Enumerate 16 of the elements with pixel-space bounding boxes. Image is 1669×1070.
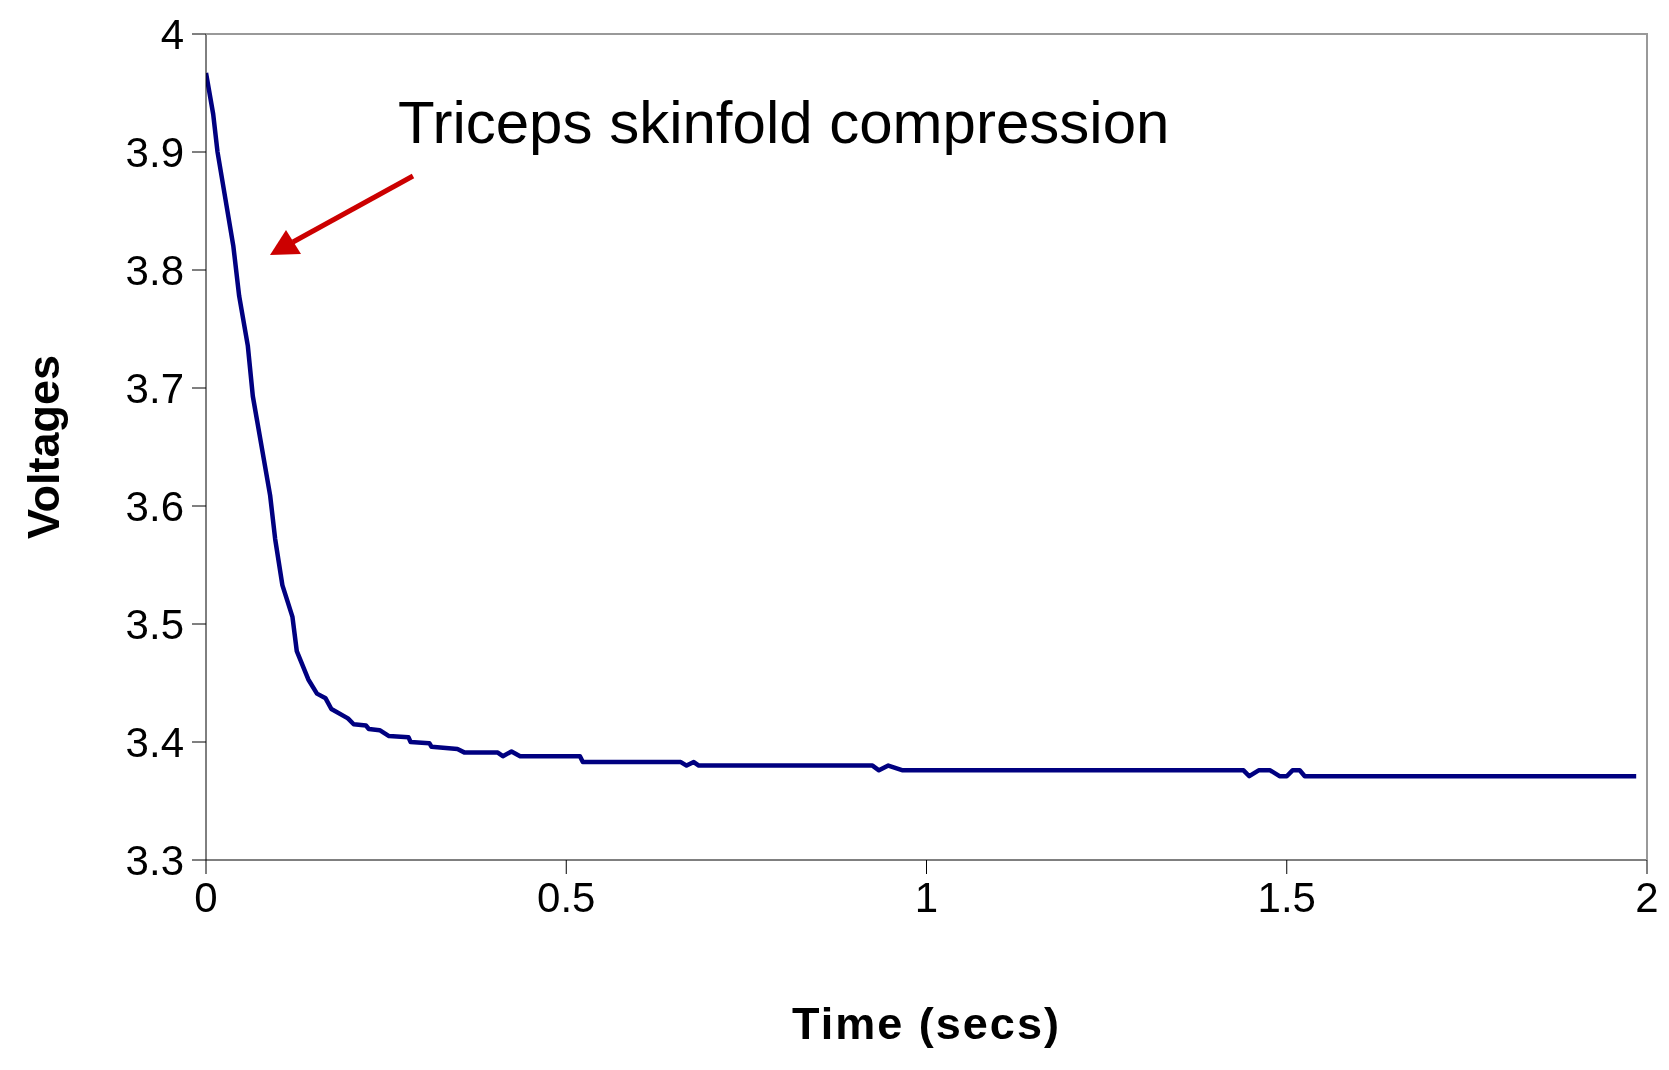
y-tick-label: 3.9 — [125, 128, 184, 176]
x-tick-label: 0 — [194, 873, 218, 921]
y-tick-label: 3.5 — [125, 600, 184, 648]
y-tick-label: 3.6 — [125, 482, 184, 530]
y-tick-label: 3.3 — [125, 836, 184, 884]
x-tick-label: 2 — [1635, 873, 1659, 921]
x-tick-label: 0.5 — [537, 873, 596, 921]
x-axis-title: Time (secs) — [791, 998, 1062, 1050]
y-tick-label: 3.4 — [125, 718, 184, 766]
x-tick-label: 1 — [914, 873, 939, 921]
y-tick-label: 3.8 — [125, 246, 184, 294]
y-tick-label: 3.7 — [125, 364, 184, 412]
y-axis-title: Voltages — [18, 354, 70, 540]
annotation: Triceps skinfold compression — [398, 88, 1170, 157]
y-tick-label: 4 — [160, 10, 184, 58]
x-tick-label: 1.5 — [1257, 873, 1316, 921]
